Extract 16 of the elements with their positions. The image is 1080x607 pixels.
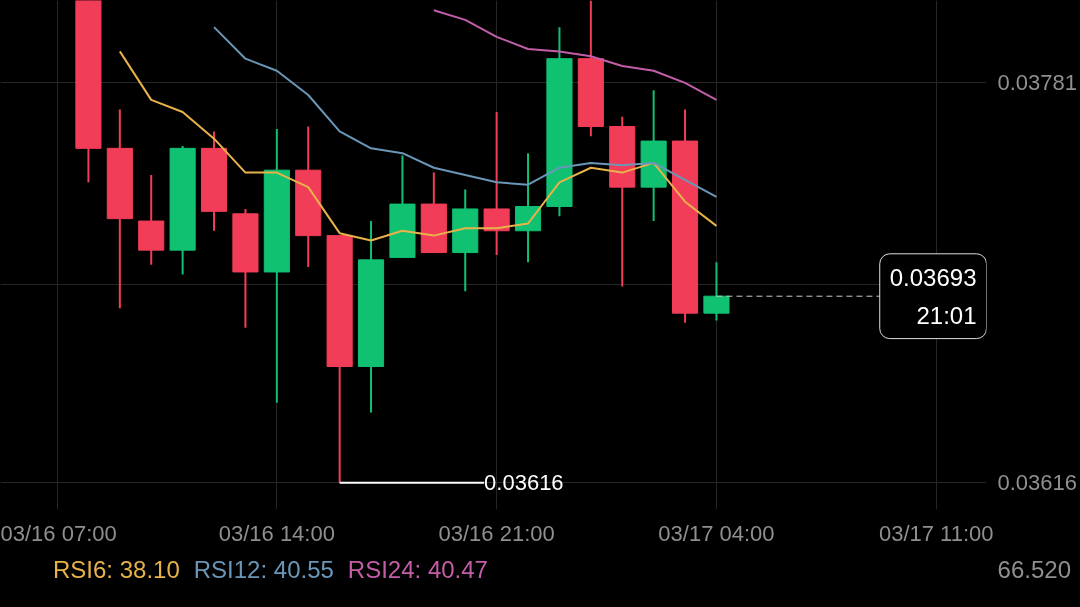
line-series bbox=[213, 26, 718, 198]
candlestick bbox=[483, 111, 510, 256]
ref-line-label: 0.03693 21:01 bbox=[889, 263, 977, 329]
x-tick-label: 03/17 04:00 bbox=[658, 520, 775, 546]
x-tick-label: 03/16 21:00 bbox=[438, 520, 555, 546]
line-series bbox=[118, 50, 718, 242]
x-tick-label: 03/17 11:00 bbox=[878, 520, 994, 546]
text: RSI6: 38.10 bbox=[53, 556, 180, 583]
line-series bbox=[432, 9, 718, 101]
x-tick-label: 03/16 07:00 bbox=[0, 520, 117, 546]
text: RSI12: 40.55 bbox=[193, 556, 334, 583]
text: RSI24: 40.47 bbox=[347, 556, 488, 583]
text: 66.520 bbox=[997, 555, 1071, 585]
y-tick-label: 0.03781 bbox=[997, 70, 1078, 96]
annotation: 0.03616 bbox=[484, 470, 564, 496]
x-tick-label: 03/16 14:00 bbox=[218, 520, 335, 546]
